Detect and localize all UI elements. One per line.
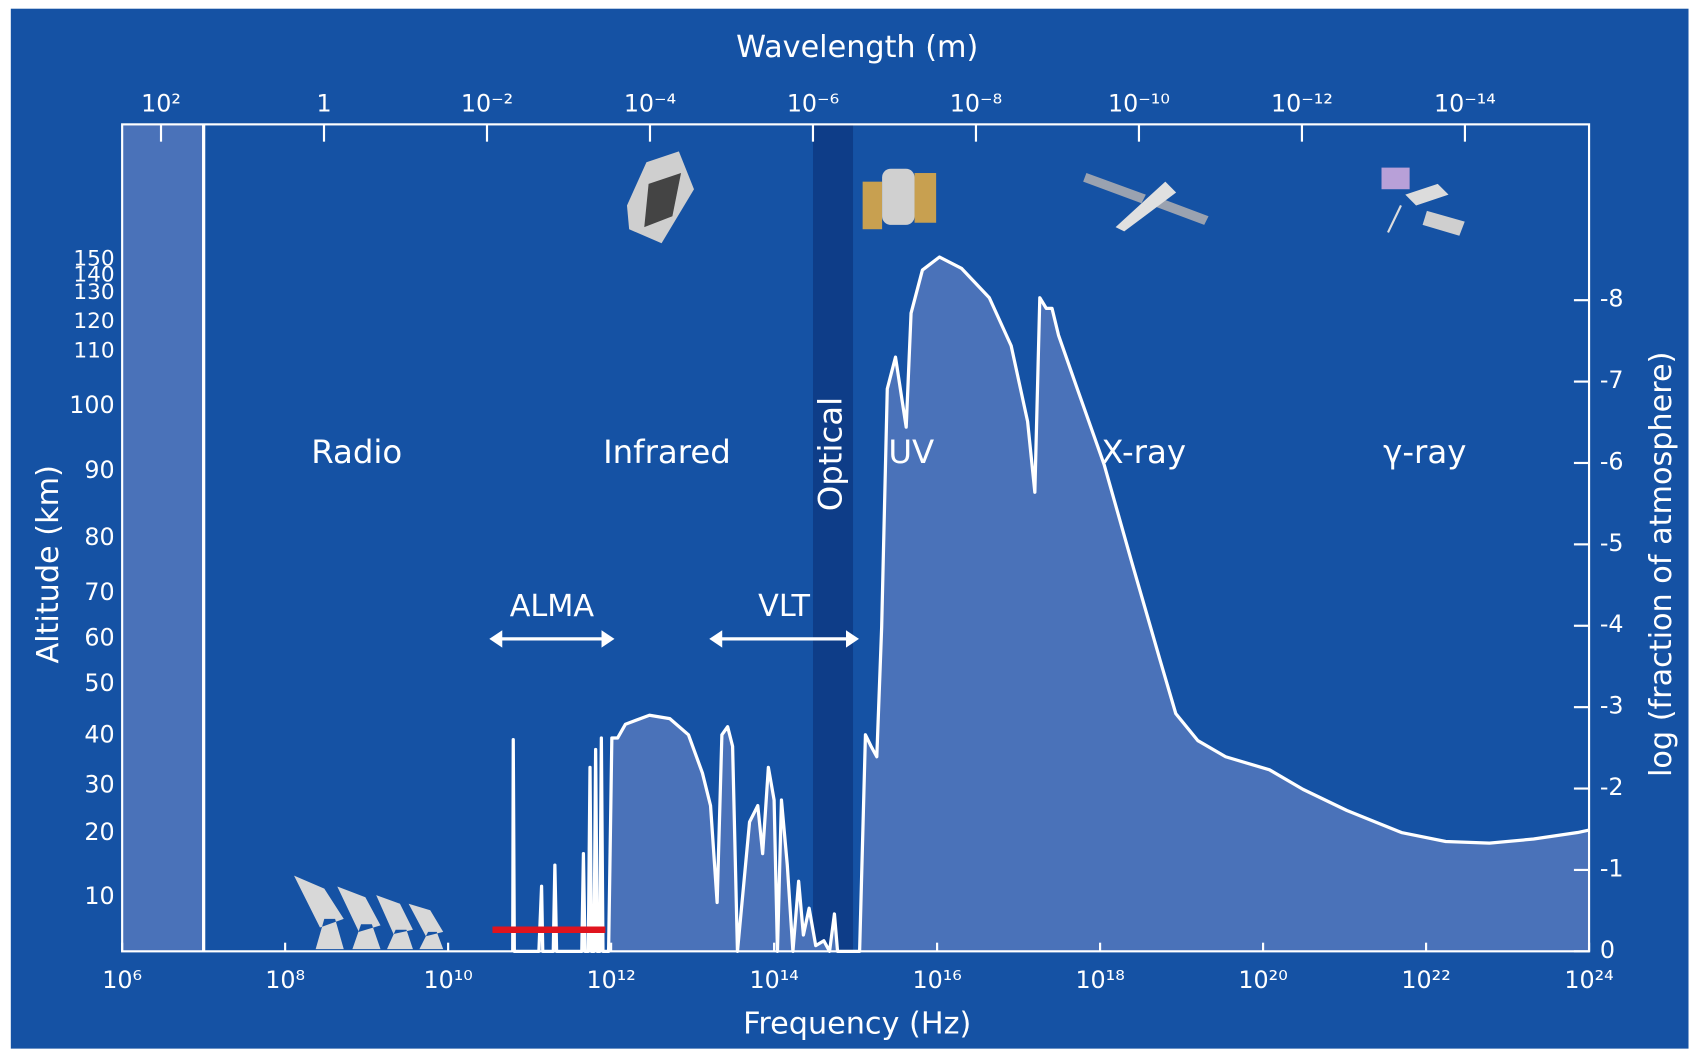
x2-tick-label: 10²: [141, 89, 181, 117]
left-tick-label: 80: [84, 523, 114, 551]
x2-tick-label: 10⁻⁸: [950, 89, 1002, 117]
x-tick-label: 10⁶: [102, 966, 142, 994]
x-tick-label: 10²²: [1401, 966, 1450, 994]
left-tick-label: 120: [73, 309, 114, 334]
region-label: Radio: [311, 433, 402, 471]
x-tick-label: 10¹⁶: [912, 966, 961, 994]
x-tick-label: 10²⁴: [1564, 966, 1613, 994]
left-tick-label: 10: [84, 882, 114, 910]
region-label: Optical: [811, 397, 849, 511]
y-tick-label: -3: [1600, 692, 1624, 720]
x-tick-label: 10¹⁴: [749, 966, 798, 994]
x-tick-label: 10¹⁰: [423, 966, 472, 994]
y-tick-label: -7: [1600, 366, 1624, 394]
left-tick-label: 110: [73, 338, 114, 363]
y-tick-label: -8: [1600, 285, 1624, 313]
y-tick-label: -4: [1600, 610, 1624, 638]
x-tick-label: 10¹⁸: [1075, 966, 1124, 994]
y-tick-label: 0: [1600, 936, 1615, 964]
region-label: X-ray: [1101, 433, 1186, 471]
y-tick-label: -1: [1600, 854, 1624, 882]
left-tick-label: 90: [84, 456, 114, 484]
page: {"chart_data": { "type": "area", "xlabel…: [0, 0, 1695, 1053]
region-label: UV: [888, 433, 934, 471]
x-tick-label: 10⁸: [265, 966, 305, 994]
left-tick-label: 100: [69, 391, 114, 419]
left-tick-label: 30: [84, 770, 114, 798]
x-tick-label: 10¹²: [586, 966, 635, 994]
x2-tick-label: 10⁻⁶: [787, 89, 839, 117]
x-axis-title: Frequency (Hz): [743, 1006, 971, 1041]
x-tick-label: 10²⁰: [1238, 966, 1287, 994]
y-tick-label: -2: [1600, 773, 1624, 801]
y-tick-label: -6: [1600, 447, 1624, 475]
left-tick-label: 150: [73, 246, 114, 271]
x2-tick-label: 10⁻¹⁴: [1434, 89, 1496, 117]
left-axis-title: Altitude (km): [31, 465, 66, 663]
x2-axis-title: Wavelength (m): [736, 30, 978, 65]
left-tick-label: 70: [84, 578, 114, 606]
region-label: Infrared: [603, 433, 731, 471]
x2-tick-label: 10⁻¹²: [1271, 89, 1333, 117]
y-axis-title: log (fraction of atmosphere): [1644, 352, 1679, 777]
optical-band: [813, 124, 853, 951]
x2-tick-label: 10⁻¹⁰: [1108, 89, 1170, 117]
range-label: ALMA: [510, 589, 595, 624]
x2-tick-label: 10⁻⁴: [624, 89, 676, 117]
region-label: γ-ray: [1383, 433, 1466, 471]
x2-tick-label: 1: [316, 89, 331, 117]
left-tick-label: 40: [84, 721, 114, 749]
opaque-region: [122, 124, 203, 951]
left-tick-label: 50: [84, 669, 114, 697]
x2-tick-label: 10⁻²: [461, 89, 513, 117]
chart: 10⁶10⁸10¹⁰10¹²10¹⁴10¹⁶10¹⁸10²⁰10²²10²⁴10…: [0, 0, 1695, 1053]
left-tick-label: 60: [84, 623, 114, 651]
range-label: VLT: [758, 589, 810, 624]
y-tick-label: -5: [1600, 529, 1624, 557]
left-tick-label: 20: [84, 818, 114, 846]
